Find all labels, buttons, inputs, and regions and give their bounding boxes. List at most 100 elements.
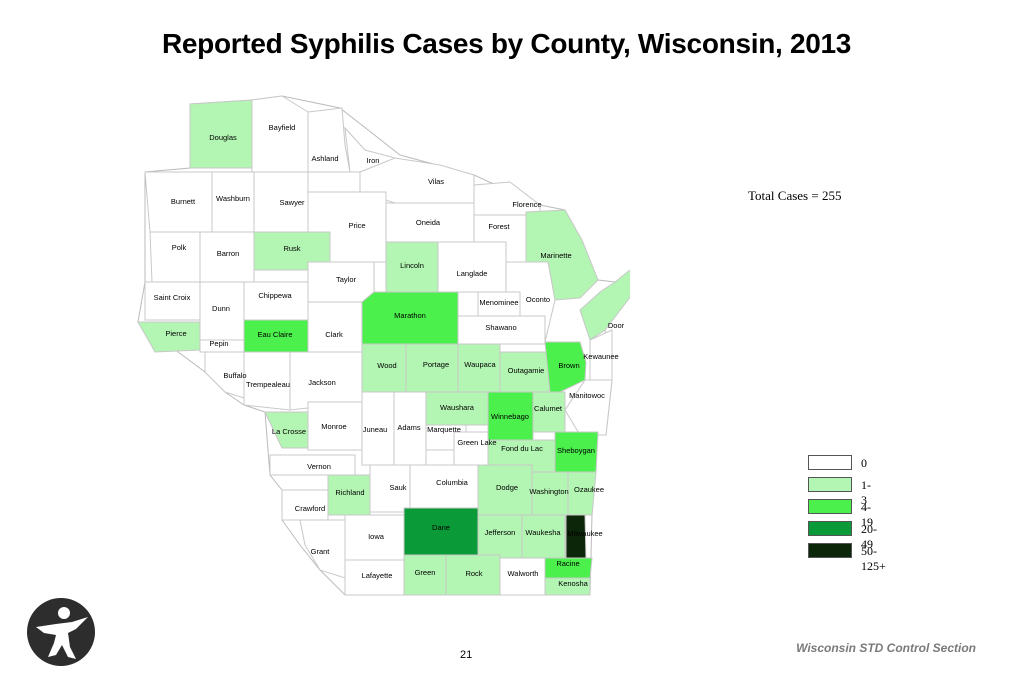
county-label: Jackson bbox=[308, 378, 336, 387]
county-ozaukee bbox=[567, 471, 597, 516]
county-label: Kenosha bbox=[558, 579, 588, 588]
county-langlade bbox=[437, 241, 507, 293]
county-label: Marathon bbox=[394, 311, 426, 320]
county-label: Walworth bbox=[508, 569, 539, 578]
county-label: Marquette bbox=[427, 425, 461, 434]
county-green-lake bbox=[453, 431, 489, 466]
county-label: Wood bbox=[377, 361, 396, 370]
county-label: Washburn bbox=[216, 194, 250, 203]
county-label: Dunn bbox=[212, 304, 230, 313]
county-label: Shawano bbox=[485, 323, 516, 332]
county-label: Sheboygan bbox=[557, 446, 595, 455]
county-label: Grant bbox=[311, 547, 331, 556]
county-label: Kewaunee bbox=[583, 352, 618, 361]
person-figure-icon bbox=[27, 598, 95, 666]
county-label: Buffalo bbox=[223, 371, 246, 380]
county-label: Washington bbox=[529, 487, 568, 496]
county-label: Pierce bbox=[165, 329, 186, 338]
county-buffalo bbox=[204, 351, 245, 399]
county-label: Vernon bbox=[307, 462, 331, 471]
county-label: Milwaukee bbox=[567, 529, 602, 538]
legend-swatch bbox=[808, 521, 852, 536]
county-label: Eau Claire bbox=[257, 330, 292, 339]
county-label: Winnebago bbox=[491, 412, 529, 421]
county-label: Lafayette bbox=[362, 571, 393, 580]
county-label: Vilas bbox=[428, 177, 444, 186]
county-label: Trempealeau bbox=[246, 380, 290, 389]
county-label: Dane bbox=[432, 523, 450, 532]
county-label: Richland bbox=[335, 488, 364, 497]
county-label: Ozaukee bbox=[574, 485, 604, 494]
county-label: Calumet bbox=[534, 404, 563, 413]
county-label: Adams bbox=[397, 423, 421, 432]
county-label: Clark bbox=[325, 330, 343, 339]
county-bayfield bbox=[251, 95, 309, 173]
county-label: Barron bbox=[217, 249, 240, 258]
legend-label: 4-19 bbox=[861, 500, 873, 529]
county-label: Marinette bbox=[540, 251, 571, 260]
county-label: Fond du Lac bbox=[501, 444, 543, 453]
county-label: Manitowoc bbox=[569, 391, 605, 400]
county-label: La Crosse bbox=[272, 427, 306, 436]
county-label: Green bbox=[415, 568, 436, 577]
legend-swatch bbox=[808, 499, 852, 514]
county-label: Burnett bbox=[171, 197, 196, 206]
county-label: Oconto bbox=[526, 295, 550, 304]
county-label: Menominee bbox=[479, 298, 518, 307]
county-label: Waupaca bbox=[464, 360, 496, 369]
map-title: Reported Syphilis Cases by County, Wisco… bbox=[161, 28, 852, 59]
county-grant bbox=[299, 519, 346, 579]
county-label: Ashland bbox=[311, 154, 338, 163]
total-cases-label: Total Cases = 255 bbox=[748, 188, 842, 203]
county-label: Sauk bbox=[389, 483, 406, 492]
county-label: Bayfield bbox=[269, 123, 296, 132]
county-ashland bbox=[307, 107, 351, 173]
county-label: Douglas bbox=[209, 133, 237, 142]
legend-label: 1-3 bbox=[861, 478, 871, 507]
legend-swatch bbox=[808, 477, 852, 492]
legend-swatch bbox=[808, 455, 852, 470]
county-label: Florence bbox=[512, 200, 541, 209]
county-label: Price bbox=[348, 221, 365, 230]
page-number: 21 bbox=[460, 649, 473, 661]
county-label: Monroe bbox=[321, 422, 346, 431]
county-label: Racine bbox=[556, 559, 579, 568]
county-label: Taylor bbox=[336, 275, 357, 284]
county-label: Langlade bbox=[457, 269, 488, 278]
county-label: Chippewa bbox=[258, 291, 292, 300]
county-label: Green Lake bbox=[457, 438, 496, 447]
county-label: Jefferson bbox=[485, 528, 516, 537]
county-label: Waushara bbox=[440, 403, 475, 412]
county-label: Forest bbox=[488, 222, 510, 231]
county-chippewa bbox=[243, 281, 309, 321]
county-label: Rock bbox=[465, 569, 482, 578]
county-label: Portage bbox=[423, 360, 449, 369]
county-polk bbox=[149, 231, 201, 283]
county-label: Waukesha bbox=[525, 528, 561, 537]
county-label: Iron bbox=[367, 156, 380, 165]
legend-swatch bbox=[808, 543, 852, 558]
county-label: Brown bbox=[558, 361, 579, 370]
county-label: Outagamie bbox=[508, 366, 545, 375]
wisconsin-county-map: Douglas Bayfield Ashland Iron Vilas Florence B… bbox=[137, 95, 630, 596]
county-label: Dodge bbox=[496, 483, 518, 492]
county-label: Iowa bbox=[368, 532, 385, 541]
county-label: Saint Croix bbox=[154, 293, 191, 302]
county-door bbox=[579, 269, 630, 341]
county-label: Polk bbox=[172, 243, 187, 252]
county-label: Crawford bbox=[295, 504, 325, 513]
county-label: Rusk bbox=[283, 244, 300, 253]
county-label: Pepin bbox=[209, 339, 228, 348]
county-label: Sawyer bbox=[279, 198, 305, 207]
legend-label: 50-125+ bbox=[861, 544, 886, 573]
county-kenosha bbox=[544, 577, 591, 596]
county-florence bbox=[473, 181, 541, 216]
county-label: Lincoln bbox=[400, 261, 424, 270]
legend-label: 0 bbox=[861, 456, 867, 470]
county-label: Columbia bbox=[436, 478, 469, 487]
legend-label: 20-49 bbox=[861, 522, 877, 551]
county-label: Door bbox=[608, 321, 625, 330]
footer-text: Wisconsin STD Control Section bbox=[796, 641, 976, 655]
county-label: Oneida bbox=[416, 218, 441, 227]
county-label: Juneau bbox=[363, 425, 388, 434]
